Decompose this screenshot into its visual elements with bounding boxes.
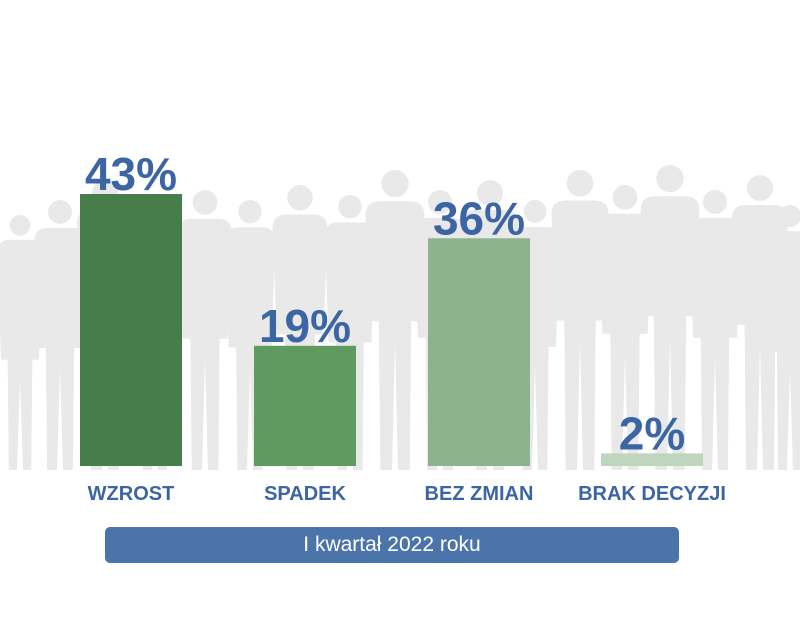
bars-group bbox=[80, 194, 703, 466]
category-label: BRAK DECYZJI bbox=[578, 483, 726, 505]
person-silhouette bbox=[0, 215, 43, 470]
person-silhouette bbox=[689, 190, 741, 470]
bar-bez-zmian bbox=[428, 238, 530, 466]
category-labels-group: WZROST SPADEK BEZ ZMIAN BRAK DECYZJI bbox=[88, 483, 726, 505]
person-silhouette bbox=[766, 205, 800, 470]
period-banner: I kwartał 2022 roku bbox=[105, 527, 679, 563]
person-silhouette bbox=[551, 170, 609, 470]
bar-brak-decyzji bbox=[601, 453, 703, 466]
person-silhouette bbox=[34, 200, 86, 470]
category-label: WZROST bbox=[88, 483, 175, 505]
value-label: 19% bbox=[259, 300, 351, 352]
person-silhouette bbox=[598, 185, 652, 470]
person-silhouette bbox=[178, 190, 232, 470]
value-label: 2% bbox=[619, 407, 685, 459]
bar-wzrost bbox=[80, 194, 182, 466]
bar-spadek bbox=[254, 345, 356, 466]
person-silhouette bbox=[640, 165, 700, 471]
value-labels-group: 43% 19% 36% 2% bbox=[85, 148, 685, 459]
person-silhouette bbox=[365, 170, 425, 471]
value-label: 36% bbox=[433, 192, 525, 244]
period-label: I kwartał 2022 roku bbox=[303, 533, 481, 556]
category-label: SPADEK bbox=[264, 483, 346, 505]
value-label: 43% bbox=[85, 148, 177, 200]
category-label: BEZ ZMIAN bbox=[425, 483, 534, 505]
